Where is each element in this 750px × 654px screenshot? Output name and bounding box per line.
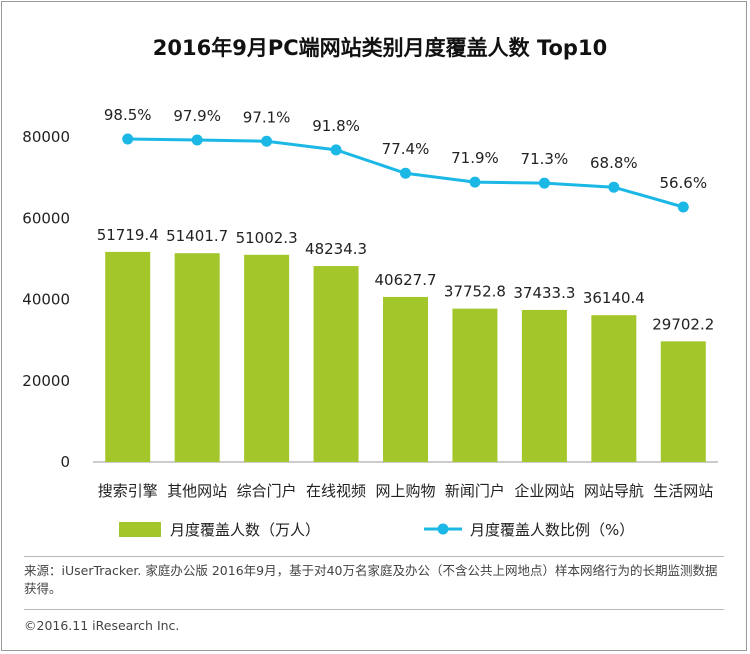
x-tick-label: 综合门户 bbox=[237, 482, 297, 500]
bar-value-label: 29702.2 bbox=[652, 315, 714, 333]
x-tick-label: 企业网站 bbox=[514, 482, 574, 500]
line-series bbox=[122, 133, 689, 213]
bar bbox=[521, 309, 567, 462]
x-tick-label: 搜索引擎 bbox=[98, 482, 158, 500]
y-tick-label: 20000 bbox=[22, 372, 70, 390]
line-value-label: 56.6% bbox=[659, 174, 707, 192]
line-point bbox=[677, 201, 689, 213]
chart-title: 2016年9月PC端网站类别月度覆盖人数 Top10 bbox=[153, 36, 607, 60]
line-point bbox=[400, 167, 411, 179]
y-tick-label: 60000 bbox=[22, 209, 70, 227]
data-labels: 51719.4 51401.7 51002.3 48234.3 40627.7 37752… bbox=[97, 106, 715, 333]
source-note: 来源：iUserTracker. 家庭办公版 2016年9月，基于对40万名家庭… bbox=[24, 563, 718, 596]
y-tick-label: 0 bbox=[60, 453, 70, 471]
bar-value-label: 40627.7 bbox=[374, 271, 436, 289]
bars bbox=[105, 251, 706, 462]
line-point bbox=[261, 135, 273, 147]
x-tick-label: 生活网站 bbox=[653, 482, 713, 500]
y-tick-label: 40000 bbox=[22, 291, 70, 309]
x-tick-label: 新闻门户 bbox=[445, 482, 505, 500]
bar-value-label: 37752.8 bbox=[444, 283, 506, 301]
separator-bottom bbox=[24, 609, 724, 610]
x-tick-label: 网上购物 bbox=[375, 482, 435, 500]
bar-value-label: 37433.3 bbox=[513, 284, 575, 302]
line-point bbox=[538, 177, 550, 189]
line-value-label: 97.9% bbox=[173, 107, 221, 125]
line-value-label: 97.1% bbox=[243, 108, 291, 126]
line-value-label: 71.9% bbox=[451, 149, 499, 167]
bar-value-label: 51401.7 bbox=[166, 227, 228, 245]
x-tick-label: 网站导航 bbox=[584, 482, 644, 500]
bar bbox=[105, 251, 151, 462]
bar bbox=[452, 308, 498, 462]
line-point bbox=[608, 181, 620, 193]
bar bbox=[244, 254, 290, 462]
x-tick-label: 在线视频 bbox=[306, 482, 366, 500]
x-tick-label: 其他网站 bbox=[167, 482, 227, 500]
line-value-label: 68.8% bbox=[590, 154, 638, 172]
bar-value-label: 48234.3 bbox=[305, 240, 367, 258]
line-point bbox=[191, 134, 203, 146]
bar bbox=[660, 341, 706, 462]
bar bbox=[313, 266, 359, 462]
line-point bbox=[469, 176, 481, 188]
line-point bbox=[122, 133, 134, 145]
legend-bar-swatch bbox=[119, 522, 161, 537]
line-value-label: 91.8% bbox=[312, 117, 360, 135]
legend-bar-label: 月度覆盖人数（万人） bbox=[170, 521, 320, 539]
bar-value-label: 51719.4 bbox=[97, 226, 159, 244]
y-tick-label: 80000 bbox=[22, 128, 70, 146]
legend-line-marker bbox=[437, 523, 449, 535]
chart-svg: 2016年9月PC端网站类别月度覆盖人数 Top10 0 20000 40000 60… bbox=[22, 36, 718, 539]
line-value-label: 71.3% bbox=[521, 150, 569, 168]
bar bbox=[591, 315, 637, 462]
line-point bbox=[330, 144, 342, 156]
bar bbox=[383, 296, 428, 462]
bar-value-label: 36140.4 bbox=[583, 289, 645, 307]
separator-top bbox=[24, 556, 724, 557]
copyright: ©2016.11 iResearch Inc. bbox=[24, 618, 180, 633]
bar bbox=[174, 253, 220, 462]
bar-value-label: 51002.3 bbox=[236, 229, 298, 247]
line-value-label: 77.4% bbox=[382, 140, 430, 158]
legend-line-label: 月度覆盖人数比例（%） bbox=[470, 521, 634, 539]
legend: 月度覆盖人数（万人） 月度覆盖人数比例（%） bbox=[119, 521, 634, 539]
line-value-label: 98.5% bbox=[104, 106, 152, 124]
